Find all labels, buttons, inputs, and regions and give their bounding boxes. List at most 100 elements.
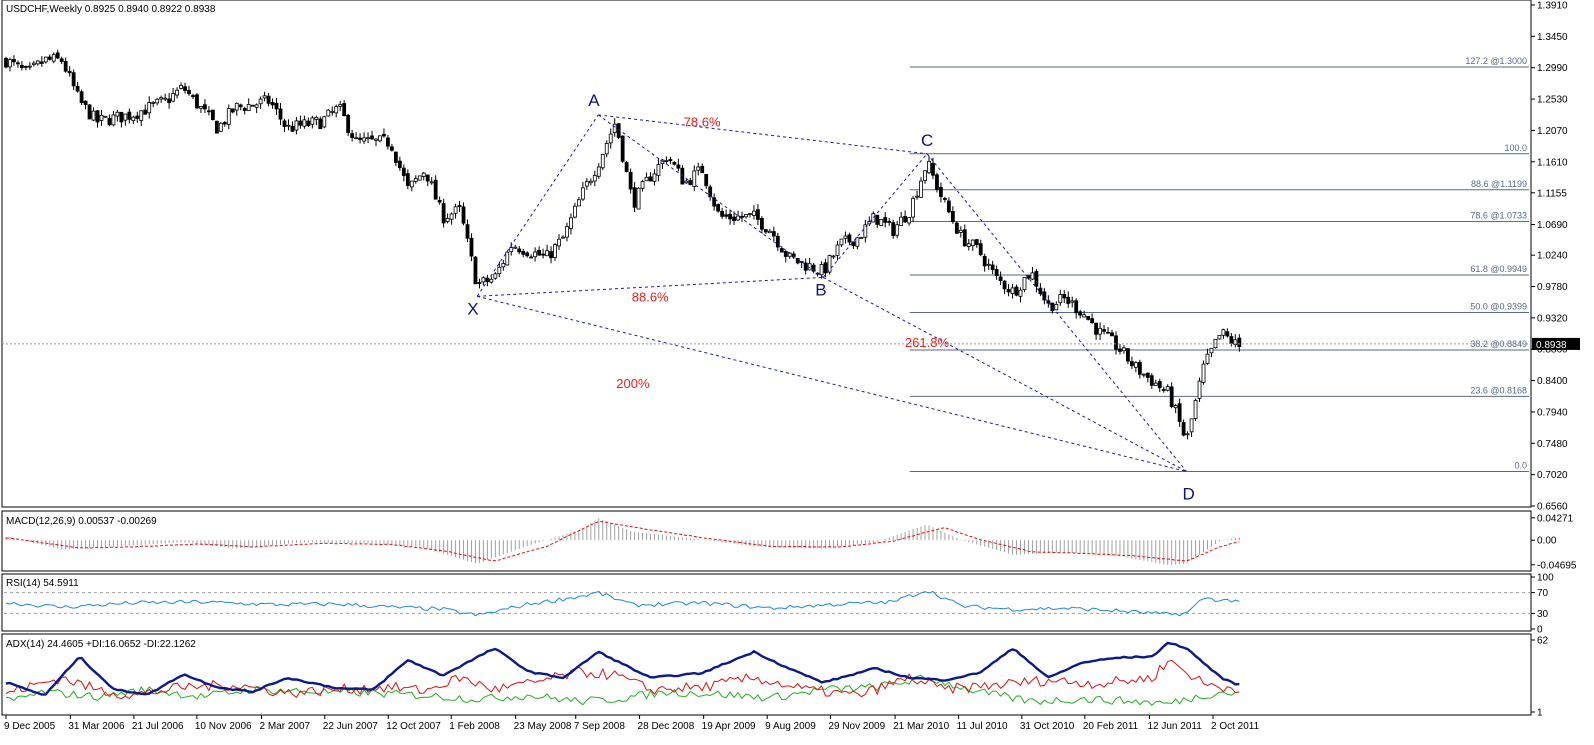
candle-body	[497, 266, 502, 275]
candle-body	[935, 174, 939, 190]
candle-body	[756, 209, 760, 220]
candle-body	[449, 213, 454, 220]
candle-body	[1110, 332, 1114, 337]
candle-body	[811, 264, 816, 272]
candle-body	[302, 119, 307, 127]
fib-level-label: 61.8 @0.9949	[1470, 264, 1527, 274]
candle-body	[720, 211, 725, 217]
time-tick-label: 2 Oct 2011	[1211, 721, 1260, 732]
candle-body	[226, 108, 231, 125]
candle-body	[338, 104, 343, 107]
candle-body	[517, 248, 522, 253]
candle-body	[760, 217, 764, 230]
candle-body	[541, 253, 545, 256]
candle-body	[895, 224, 900, 236]
candle-body	[401, 167, 406, 176]
price-tick-label: 0.9320	[1537, 313, 1568, 324]
candle-body	[119, 111, 124, 123]
candle-body	[871, 213, 876, 223]
candle-body	[899, 216, 904, 226]
candle-body	[59, 58, 64, 62]
candle-body	[1221, 329, 1226, 336]
candle-body	[1070, 300, 1075, 303]
candle-body	[99, 114, 104, 121]
candle-body	[115, 111, 120, 117]
candle-body	[135, 115, 140, 119]
price-tick-label: 0.7020	[1537, 470, 1568, 481]
price-tick-label: 1.2530	[1537, 95, 1568, 106]
candle-body	[83, 100, 88, 105]
candle-body	[724, 214, 728, 217]
candle-body	[565, 226, 569, 238]
candle-body	[763, 229, 768, 233]
candle-body	[1074, 300, 1079, 314]
candle-body	[521, 250, 526, 255]
price-tick-label: 1.1155	[1537, 188, 1567, 199]
candle-body	[374, 138, 378, 141]
candle-body	[214, 120, 219, 134]
candle-body	[1034, 271, 1039, 287]
ratio-label: 78.6%	[684, 114, 721, 129]
candle-body	[580, 187, 585, 200]
candle-body	[501, 263, 506, 268]
price-tick-label: 1.3450	[1537, 32, 1568, 43]
candle-body	[676, 164, 681, 169]
candle-body	[417, 175, 422, 181]
pattern-line-bd	[822, 276, 1187, 472]
candle-body	[628, 171, 633, 190]
candle-body	[990, 264, 995, 270]
candle-body	[493, 273, 498, 279]
adx-tick-label: 62	[1537, 636, 1549, 647]
candle-body	[1209, 347, 1214, 354]
candle-body	[986, 263, 991, 266]
candle-body	[584, 181, 589, 187]
candle-body	[831, 255, 836, 258]
candle-body	[127, 111, 132, 120]
candle-body	[835, 244, 840, 256]
candle-body	[752, 210, 756, 216]
candle-body	[728, 213, 732, 220]
candle-body	[907, 217, 912, 224]
time-tick-label: 29 Nov 2009	[828, 721, 885, 732]
candle-body	[943, 197, 947, 200]
candle-body	[366, 137, 370, 140]
candle-body	[859, 237, 864, 239]
candle-body	[863, 224, 868, 238]
time-tick-label: 21 Mar 2010	[893, 721, 950, 732]
candle-body	[254, 104, 259, 108]
candle-body	[167, 98, 172, 104]
fib-level-label: 78.6 @1.0733	[1470, 211, 1527, 221]
candle-body	[242, 108, 247, 111]
candle-body	[684, 180, 689, 184]
candle-body	[461, 206, 466, 224]
candle-body	[1026, 275, 1031, 279]
pattern-line-xb	[477, 276, 824, 297]
candle-body	[31, 62, 36, 65]
candle-body	[465, 224, 470, 239]
candle-body	[911, 198, 915, 218]
candle-body	[700, 165, 705, 174]
price-tick-label: 0.7940	[1537, 407, 1568, 418]
candle-body	[931, 162, 935, 176]
candle-body	[290, 125, 295, 132]
candle-body	[51, 54, 56, 62]
candle-body	[799, 260, 804, 263]
candle-body	[370, 135, 374, 140]
price-tick-label: 0.6560	[1537, 502, 1568, 513]
candle-body	[608, 133, 613, 144]
price-tick-label: 1.2070	[1537, 126, 1568, 137]
pattern-point-a: A	[588, 91, 600, 110]
candle-body	[652, 173, 657, 182]
candle-body	[1014, 286, 1019, 296]
pattern-line-ac	[598, 114, 928, 155]
time-tick-label: 20 Feb 2011	[1083, 721, 1139, 732]
candle-body	[350, 133, 355, 138]
candle-body	[771, 231, 776, 237]
candle-body	[159, 97, 164, 100]
pattern-point-b: B	[815, 280, 826, 299]
candle-body	[1225, 331, 1230, 337]
candle-body	[1129, 361, 1134, 367]
fib-level-label: 0.0	[1514, 460, 1527, 470]
candle-body	[704, 173, 709, 187]
candle-body	[326, 109, 331, 117]
